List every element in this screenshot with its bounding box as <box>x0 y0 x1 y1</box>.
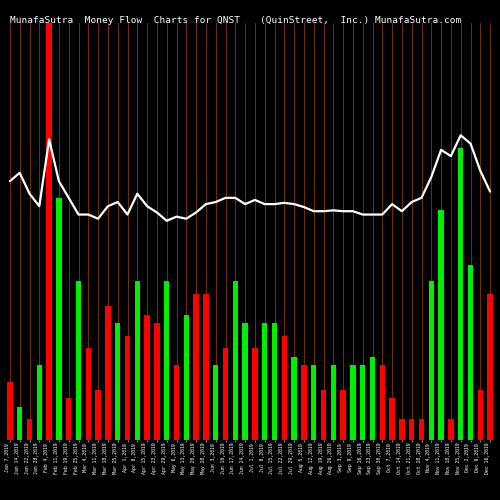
Bar <box>125 336 130 440</box>
Bar <box>360 365 366 440</box>
Bar <box>311 365 316 440</box>
Bar <box>438 210 444 440</box>
Bar <box>468 264 473 440</box>
Bar <box>242 323 248 440</box>
Bar <box>144 315 150 440</box>
Text: (QuinStreet,  Inc.) MunafaSutra.com: (QuinStreet, Inc.) MunafaSutra.com <box>260 16 461 25</box>
Bar <box>174 365 179 440</box>
Bar <box>340 390 346 440</box>
Bar <box>27 419 32 440</box>
Bar <box>46 22 52 440</box>
Bar <box>194 294 199 440</box>
Bar <box>134 282 140 440</box>
Bar <box>184 315 189 440</box>
Bar <box>66 398 71 440</box>
Bar <box>56 198 62 440</box>
Bar <box>213 365 218 440</box>
Bar <box>390 398 395 440</box>
Text: MunafaSutra  Money Flow  Charts for QNST: MunafaSutra Money Flow Charts for QNST <box>10 16 240 25</box>
Bar <box>86 348 91 440</box>
Bar <box>76 282 81 440</box>
Bar <box>478 390 483 440</box>
Bar <box>409 419 414 440</box>
Bar <box>350 365 356 440</box>
Bar <box>448 419 454 440</box>
Bar <box>154 323 160 440</box>
Bar <box>115 323 120 440</box>
Bar <box>96 390 101 440</box>
Bar <box>282 336 287 440</box>
Bar <box>292 356 297 440</box>
Bar <box>232 282 238 440</box>
Bar <box>252 348 258 440</box>
Bar <box>458 148 464 440</box>
Bar <box>262 323 268 440</box>
Bar <box>380 365 385 440</box>
Bar <box>7 382 12 440</box>
Bar <box>36 365 42 440</box>
Bar <box>330 365 336 440</box>
Bar <box>17 406 22 440</box>
Bar <box>203 294 208 440</box>
Bar <box>428 282 434 440</box>
Bar <box>223 348 228 440</box>
Bar <box>370 356 375 440</box>
Bar <box>164 282 170 440</box>
Bar <box>105 306 110 440</box>
Bar <box>488 294 493 440</box>
Bar <box>272 323 277 440</box>
Bar <box>321 390 326 440</box>
Bar <box>399 419 404 440</box>
Bar <box>301 365 306 440</box>
Bar <box>419 419 424 440</box>
